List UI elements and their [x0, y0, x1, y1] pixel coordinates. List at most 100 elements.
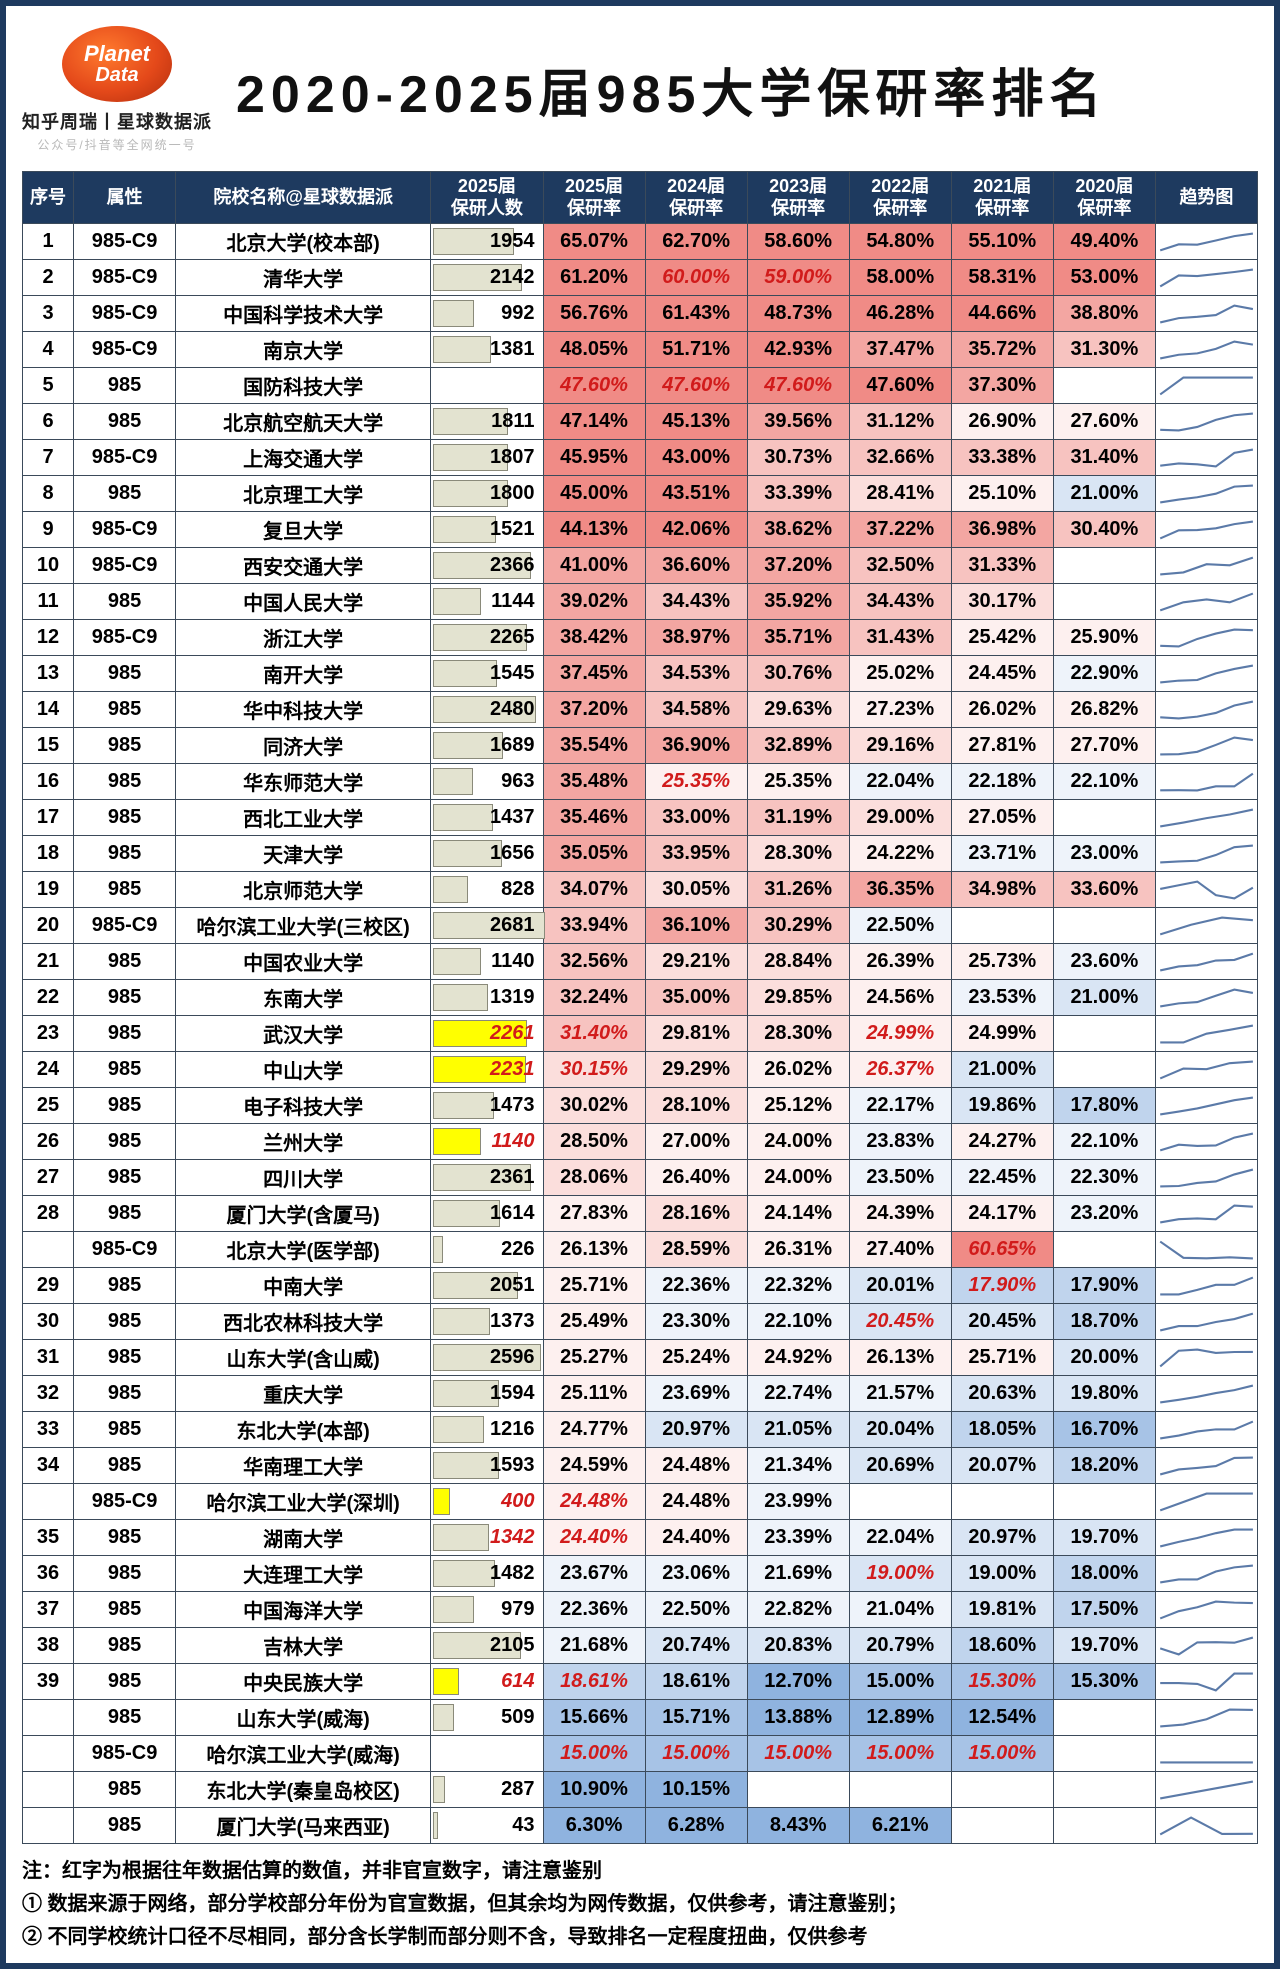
- cell-pct: 15.00%: [951, 1736, 1053, 1772]
- cell-pct: 13.88%: [747, 1700, 849, 1736]
- cell-name: 山东大学(威海): [176, 1700, 431, 1736]
- cell-trend: [1155, 1412, 1257, 1448]
- cell-rank: 17: [23, 800, 74, 836]
- table-row: 2985-C9清华大学214261.20%60.00%59.00%58.00%5…: [23, 260, 1258, 296]
- cell-count: 1437: [431, 800, 543, 836]
- table-row: 7985-C9上海交通大学180745.95%43.00%30.73%32.66…: [23, 440, 1258, 476]
- cell-trend: [1155, 1016, 1257, 1052]
- cell-pct: 25.35%: [645, 764, 747, 800]
- cell-pct: 24.00%: [747, 1160, 849, 1196]
- cell-pct: [1053, 368, 1155, 404]
- cell-attr: 985: [74, 1376, 176, 1412]
- cell-attr: 985: [74, 1304, 176, 1340]
- cell-name: 南开大学: [176, 656, 431, 692]
- cell-trend: [1155, 1520, 1257, 1556]
- cell-name: 山东大学(含山威): [176, 1340, 431, 1376]
- cell-attr: 985-C9: [74, 548, 176, 584]
- cell-count: 2051: [431, 1268, 543, 1304]
- cell-pct: 31.12%: [849, 404, 951, 440]
- cell-count: 1656: [431, 836, 543, 872]
- cell-trend: [1155, 1376, 1257, 1412]
- cell-pct: 38.42%: [543, 620, 645, 656]
- cell-pct: 29.00%: [849, 800, 951, 836]
- cell-pct: 18.20%: [1053, 1448, 1155, 1484]
- cell-rank: 14: [23, 692, 74, 728]
- cell-pct: 18.61%: [543, 1664, 645, 1700]
- cell-pct: 24.39%: [849, 1196, 951, 1232]
- cell-pct: 26.39%: [849, 944, 951, 980]
- cell-count: 1381: [431, 332, 543, 368]
- cell-pct: 15.00%: [747, 1736, 849, 1772]
- cell-name: 北京航空航天大学: [176, 404, 431, 440]
- table-row: 21985中国农业大学114032.56%29.21%28.84%26.39%2…: [23, 944, 1258, 980]
- cell-attr: 985: [74, 476, 176, 512]
- cell-pct: 61.43%: [645, 296, 747, 332]
- cell-count: [431, 368, 543, 404]
- col-header: 2020届保研率: [1053, 172, 1155, 224]
- cell-pct: 28.16%: [645, 1196, 747, 1232]
- cell-pct: [747, 1772, 849, 1808]
- cell-trend: [1155, 1052, 1257, 1088]
- cell-name: 东南大学: [176, 980, 431, 1016]
- cell-pct: 65.07%: [543, 224, 645, 260]
- cell-rank: 33: [23, 1412, 74, 1448]
- cell-pct: 15.66%: [543, 1700, 645, 1736]
- cell-pct: 15.00%: [849, 1736, 951, 1772]
- cell-pct: 49.40%: [1053, 224, 1155, 260]
- cell-pct: 28.30%: [747, 1016, 849, 1052]
- cell-name: 南京大学: [176, 332, 431, 368]
- cell-pct: 25.10%: [951, 476, 1053, 512]
- cell-name: 复旦大学: [176, 512, 431, 548]
- cell-pct: 6.30%: [543, 1808, 645, 1844]
- cell-attr: 985: [74, 728, 176, 764]
- cell-count: 226: [431, 1232, 543, 1268]
- cell-pct: [1053, 1484, 1155, 1520]
- cell-pct: 18.05%: [951, 1412, 1053, 1448]
- cell-pct: 22.10%: [1053, 764, 1155, 800]
- cell-trend: [1155, 548, 1257, 584]
- cell-pct: 24.40%: [645, 1520, 747, 1556]
- cell-pct: 58.31%: [951, 260, 1053, 296]
- cell-pct: 45.00%: [543, 476, 645, 512]
- cell-trend: [1155, 764, 1257, 800]
- logo-block: Planet Data 知乎周瑞丨星球数据派 公众号/抖音等全网统一号: [22, 26, 212, 153]
- cell-pct: 29.85%: [747, 980, 849, 1016]
- cell-pct: 27.60%: [1053, 404, 1155, 440]
- cell-attr: 985: [74, 1412, 176, 1448]
- cell-pct: 19.81%: [951, 1592, 1053, 1628]
- table-row: 10985-C9西安交通大学236641.00%36.60%37.20%32.5…: [23, 548, 1258, 584]
- cell-pct: [1053, 800, 1155, 836]
- cell-attr: 985: [74, 404, 176, 440]
- cell-rank: 12: [23, 620, 74, 656]
- table-row: 11985中国人民大学114439.02%34.43%35.92%34.43%3…: [23, 584, 1258, 620]
- logo-subtitle-1: 知乎周瑞丨星球数据派: [22, 108, 212, 134]
- cell-count: 2231: [431, 1052, 543, 1088]
- cell-pct: 18.61%: [645, 1664, 747, 1700]
- cell-pct: 38.80%: [1053, 296, 1155, 332]
- cell-pct: 35.46%: [543, 800, 645, 836]
- cell-pct: 26.13%: [849, 1340, 951, 1376]
- cell-trend: [1155, 1160, 1257, 1196]
- cell-pct: 31.40%: [1053, 440, 1155, 476]
- table-row: 3985-C9中国科学技术大学99256.76%61.43%48.73%46.2…: [23, 296, 1258, 332]
- cell-pct: 23.67%: [543, 1556, 645, 1592]
- cell-pct: 29.21%: [645, 944, 747, 980]
- cell-attr: 985-C9: [74, 224, 176, 260]
- cell-pct: 30.17%: [951, 584, 1053, 620]
- cell-pct: 31.19%: [747, 800, 849, 836]
- cell-pct: 39.56%: [747, 404, 849, 440]
- cell-pct: 22.04%: [849, 1520, 951, 1556]
- cell-pct: 25.90%: [1053, 620, 1155, 656]
- cell-rank: 26: [23, 1124, 74, 1160]
- cell-pct: 23.71%: [951, 836, 1053, 872]
- table-row: 8985北京理工大学180045.00%43.51%33.39%28.41%25…: [23, 476, 1258, 512]
- logo-line2: Data: [62, 65, 172, 85]
- cell-pct: 47.60%: [645, 368, 747, 404]
- cell-pct: 35.48%: [543, 764, 645, 800]
- cell-pct: 35.72%: [951, 332, 1053, 368]
- cell-pct: [951, 908, 1053, 944]
- cell-pct: 24.48%: [645, 1484, 747, 1520]
- cell-rank: 32: [23, 1376, 74, 1412]
- cell-pct: 30.73%: [747, 440, 849, 476]
- cell-pct: [1053, 1772, 1155, 1808]
